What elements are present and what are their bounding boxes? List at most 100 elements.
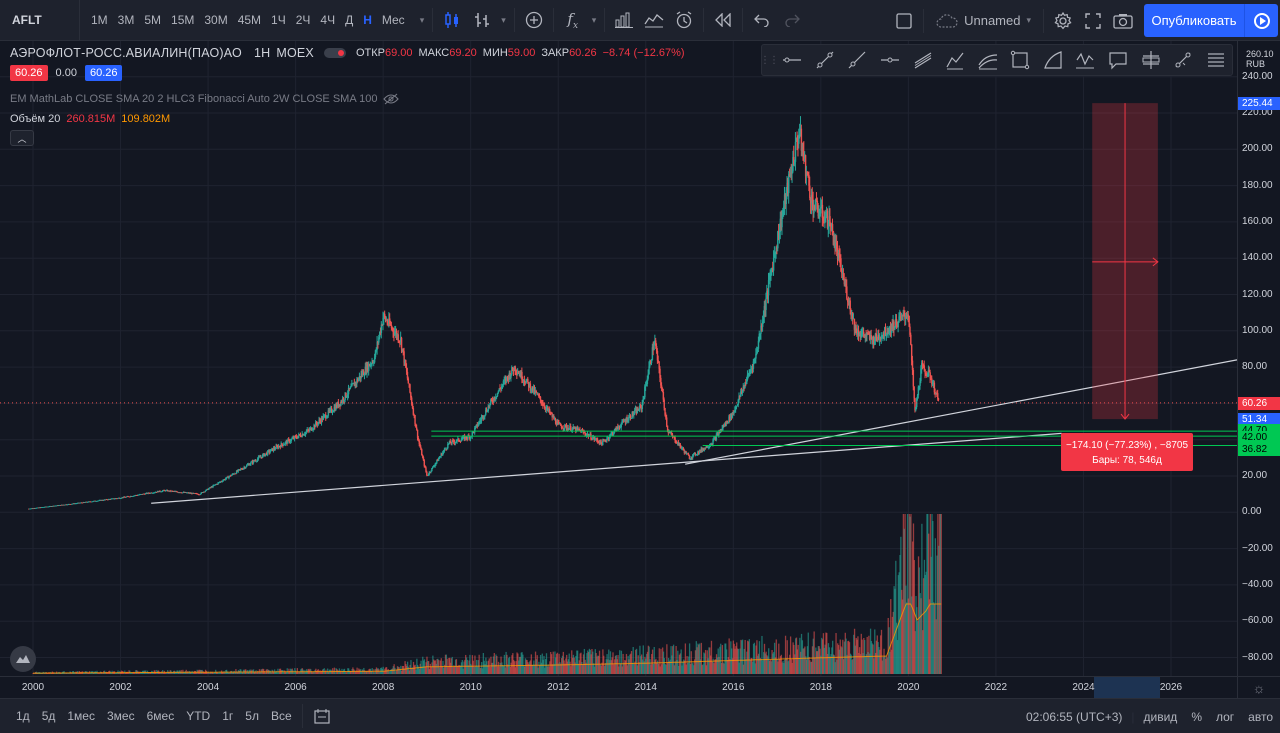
candle-body: [489, 403, 491, 407]
polyline-icon[interactable]: [1069, 45, 1102, 75]
timeframe-button[interactable]: 3М: [117, 13, 135, 27]
dividends-toggle[interactable]: дивид: [1143, 709, 1178, 724]
pitchfork-icon[interactable]: [971, 45, 1004, 75]
measure-icon[interactable]: [1167, 45, 1200, 75]
percent-toggle[interactable]: %: [1191, 709, 1202, 724]
range-button[interactable]: Все: [270, 709, 292, 723]
callout-icon[interactable]: [1102, 45, 1135, 75]
financials-icon[interactable]: [609, 0, 639, 41]
range-button[interactable]: 1мес: [67, 709, 95, 723]
layout-icon[interactable]: [889, 0, 919, 41]
auto-toggle[interactable]: авто: [1248, 709, 1273, 724]
candle-body: [787, 182, 789, 194]
candle-body: [683, 450, 686, 453]
range-button[interactable]: 1д: [16, 709, 30, 723]
range-button[interactable]: 5д: [41, 709, 56, 723]
collapse-legend-button[interactable]: ︿: [10, 130, 34, 146]
bars-icon[interactable]: [467, 0, 497, 41]
timeframe-button[interactable]: 1Ч: [271, 13, 286, 27]
timeframe-button[interactable]: 4Ч: [320, 13, 336, 27]
volume-bar: [754, 663, 756, 674]
timeframe-button[interactable]: 5М: [144, 13, 162, 27]
templates-icon[interactable]: [639, 0, 669, 41]
volume-bar: [871, 643, 873, 674]
time-axis[interactable]: 2000 2002 2004 2006 2008 2010 2012 2014 2016 2018…: [0, 676, 1237, 698]
market-status-icon[interactable]: [323, 48, 346, 58]
candle-body: [317, 422, 319, 425]
fx-icon[interactable]: fx: [567, 9, 579, 31]
indicators-dropdown-icon[interactable]: ▾: [591, 14, 597, 25]
price-badge-target[interactable]: 225.44: [1238, 97, 1280, 111]
chart-pane[interactable]: [0, 41, 1237, 676]
range-button[interactable]: YTD: [186, 709, 211, 723]
bid-price[interactable]: 60.26: [10, 65, 48, 81]
volume-bar: [458, 664, 460, 674]
hidden-eye-icon[interactable]: [383, 93, 400, 105]
publish-menu-button[interactable]: [1244, 4, 1278, 37]
price-badge-level1[interactable]: 51.34: [1238, 413, 1280, 427]
arc-icon[interactable]: [1037, 45, 1070, 75]
timeframe-button[interactable]: Н: [363, 13, 372, 27]
timeframe-button[interactable]: 2Ч: [295, 13, 311, 27]
long-position-icon[interactable]: [1134, 45, 1167, 75]
volume-bar: [727, 657, 729, 674]
publish-button[interactable]: Опубликовать: [1144, 4, 1244, 37]
candle-body: [647, 373, 649, 379]
indicator-legend[interactable]: EM MathLab CLOSE SMA 20 2 HLC3 Fibonacci…: [10, 93, 400, 105]
range-button[interactable]: 6мес: [146, 709, 175, 723]
chart-type-dropdown-icon[interactable]: ▾: [501, 14, 506, 25]
timeframe-button[interactable]: Мес: [381, 13, 405, 27]
camera-icon[interactable]: [1108, 0, 1138, 41]
range-button[interactable]: 1г: [222, 709, 234, 723]
tradingview-logo-icon[interactable]: [10, 646, 36, 672]
parallel-channel-icon[interactable]: [906, 45, 939, 75]
price-badge-last[interactable]: 60.26: [1238, 396, 1280, 410]
timeframe-dropdown-icon[interactable]: ▾: [419, 14, 425, 25]
price-badge-level4[interactable]: 36.82: [1238, 443, 1280, 457]
ask-price[interactable]: 60.26: [84, 65, 123, 81]
price-badge-level3[interactable]: 42.00: [1238, 431, 1280, 445]
log-toggle[interactable]: лог: [1215, 709, 1235, 724]
trend-line-icon[interactable]: [809, 45, 842, 75]
settings-icon[interactable]: [1048, 0, 1078, 41]
candles-icon[interactable]: [437, 0, 467, 41]
horizontal-line-icon[interactable]: [874, 45, 907, 75]
brush-icon[interactable]: [939, 45, 972, 75]
menu-icon[interactable]: [1200, 45, 1233, 75]
timeframe-button[interactable]: 30М: [204, 13, 228, 27]
volume-bar: [860, 633, 862, 674]
candle-body: [815, 198, 817, 211]
candle-body: [543, 405, 546, 408]
undo-icon[interactable]: [747, 0, 777, 41]
price-axis[interactable]: 260.10 RUB 240.00 220.00 200.00 180.00 160.00…: [1237, 41, 1280, 676]
go-to-date-icon[interactable]: [307, 696, 337, 733]
clock-display[interactable]: 02:06:55 (UTC+3): [1026, 709, 1123, 724]
candle-body: [339, 404, 341, 406]
range-button[interactable]: 3мес: [106, 709, 135, 723]
candle-body: [49, 506, 52, 507]
range-button[interactable]: 5л: [245, 709, 259, 723]
symbol-search[interactable]: AFLT: [0, 0, 80, 41]
layout-name-button[interactable]: Unnamed ▾: [928, 13, 1039, 28]
timeframe-button[interactable]: Д: [345, 13, 354, 27]
price-chart[interactable]: [0, 41, 1237, 676]
volume-legend[interactable]: Объём 20 260.815M 109.802M: [10, 113, 170, 125]
drag-handle-icon[interactable]: ⋮⋮: [760, 54, 779, 66]
ray-icon[interactable]: [841, 45, 874, 75]
instrument-title[interactable]: АЭРОФЛОТ-РОСС.АВИАЛИН(ПАО)АО: [10, 46, 242, 60]
compare-icon[interactable]: [519, 0, 549, 41]
candle-body: [308, 430, 310, 432]
fullscreen-icon[interactable]: [1078, 0, 1108, 41]
timeframe-button[interactable]: 15М: [171, 13, 195, 27]
redo-icon[interactable]: [777, 0, 807, 41]
axis-settings-icon[interactable]: ☼: [1237, 676, 1280, 698]
alert-icon[interactable]: [669, 0, 699, 41]
volume-bar: [789, 636, 792, 674]
volume-bar: [654, 659, 656, 674]
replay-icon[interactable]: [708, 0, 738, 41]
volume-bar: [124, 672, 127, 674]
horizontal-ray-icon[interactable]: [776, 45, 809, 75]
timeframe-button[interactable]: 45М: [237, 13, 262, 27]
rectangle-icon[interactable]: [1004, 45, 1037, 75]
timeframe-button[interactable]: 1М: [91, 13, 108, 27]
